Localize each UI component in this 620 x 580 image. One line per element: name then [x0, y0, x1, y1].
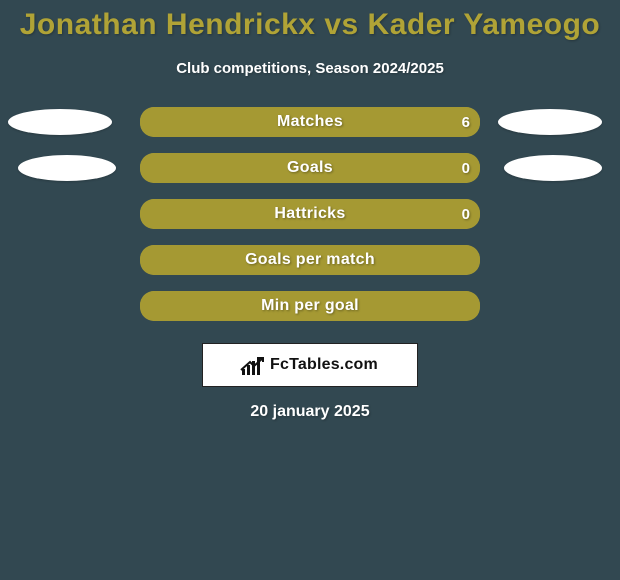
- stat-bar-fill: [140, 199, 480, 229]
- stat-bar-fill: [140, 291, 480, 321]
- right-ellipse: [498, 109, 602, 135]
- subtitle: Club competitions, Season 2024/2025: [176, 60, 444, 77]
- bar-chart-icon: [242, 355, 264, 375]
- stat-value: 0: [462, 153, 470, 183]
- stat-row: Hattricks0: [0, 199, 620, 229]
- left-ellipse: [18, 155, 116, 181]
- stat-bar-fill: [140, 153, 480, 183]
- logo-box[interactable]: FcTables.com: [202, 343, 418, 387]
- page-title: Jonathan Hendrickx vs Kader Yameogo: [20, 8, 600, 42]
- stat-bar: Hattricks0: [140, 199, 480, 229]
- date-label: 20 january 2025: [250, 403, 369, 421]
- stat-bar: Goals0: [140, 153, 480, 183]
- right-ellipse: [504, 155, 602, 181]
- left-ellipse: [8, 109, 112, 135]
- stat-bar-fill: [140, 107, 480, 137]
- stat-bar: Goals per match: [140, 245, 480, 275]
- stat-bar-fill: [140, 245, 480, 275]
- stat-row: Goals per match: [0, 245, 620, 275]
- stat-bar: Matches6: [140, 107, 480, 137]
- stat-value: 6: [462, 107, 470, 137]
- stat-value: 0: [462, 199, 470, 229]
- stat-row: Min per goal: [0, 291, 620, 321]
- comparison-card: Jonathan Hendrickx vs Kader Yameogo Club…: [0, 0, 620, 580]
- stat-row: Matches6: [0, 107, 620, 137]
- stat-row: Goals0: [0, 153, 620, 183]
- logo-text: FcTables.com: [270, 356, 378, 374]
- stat-bar: Min per goal: [140, 291, 480, 321]
- stats-rows: Matches6 Goals0 Hattricks0 Goals per match M…: [0, 107, 620, 337]
